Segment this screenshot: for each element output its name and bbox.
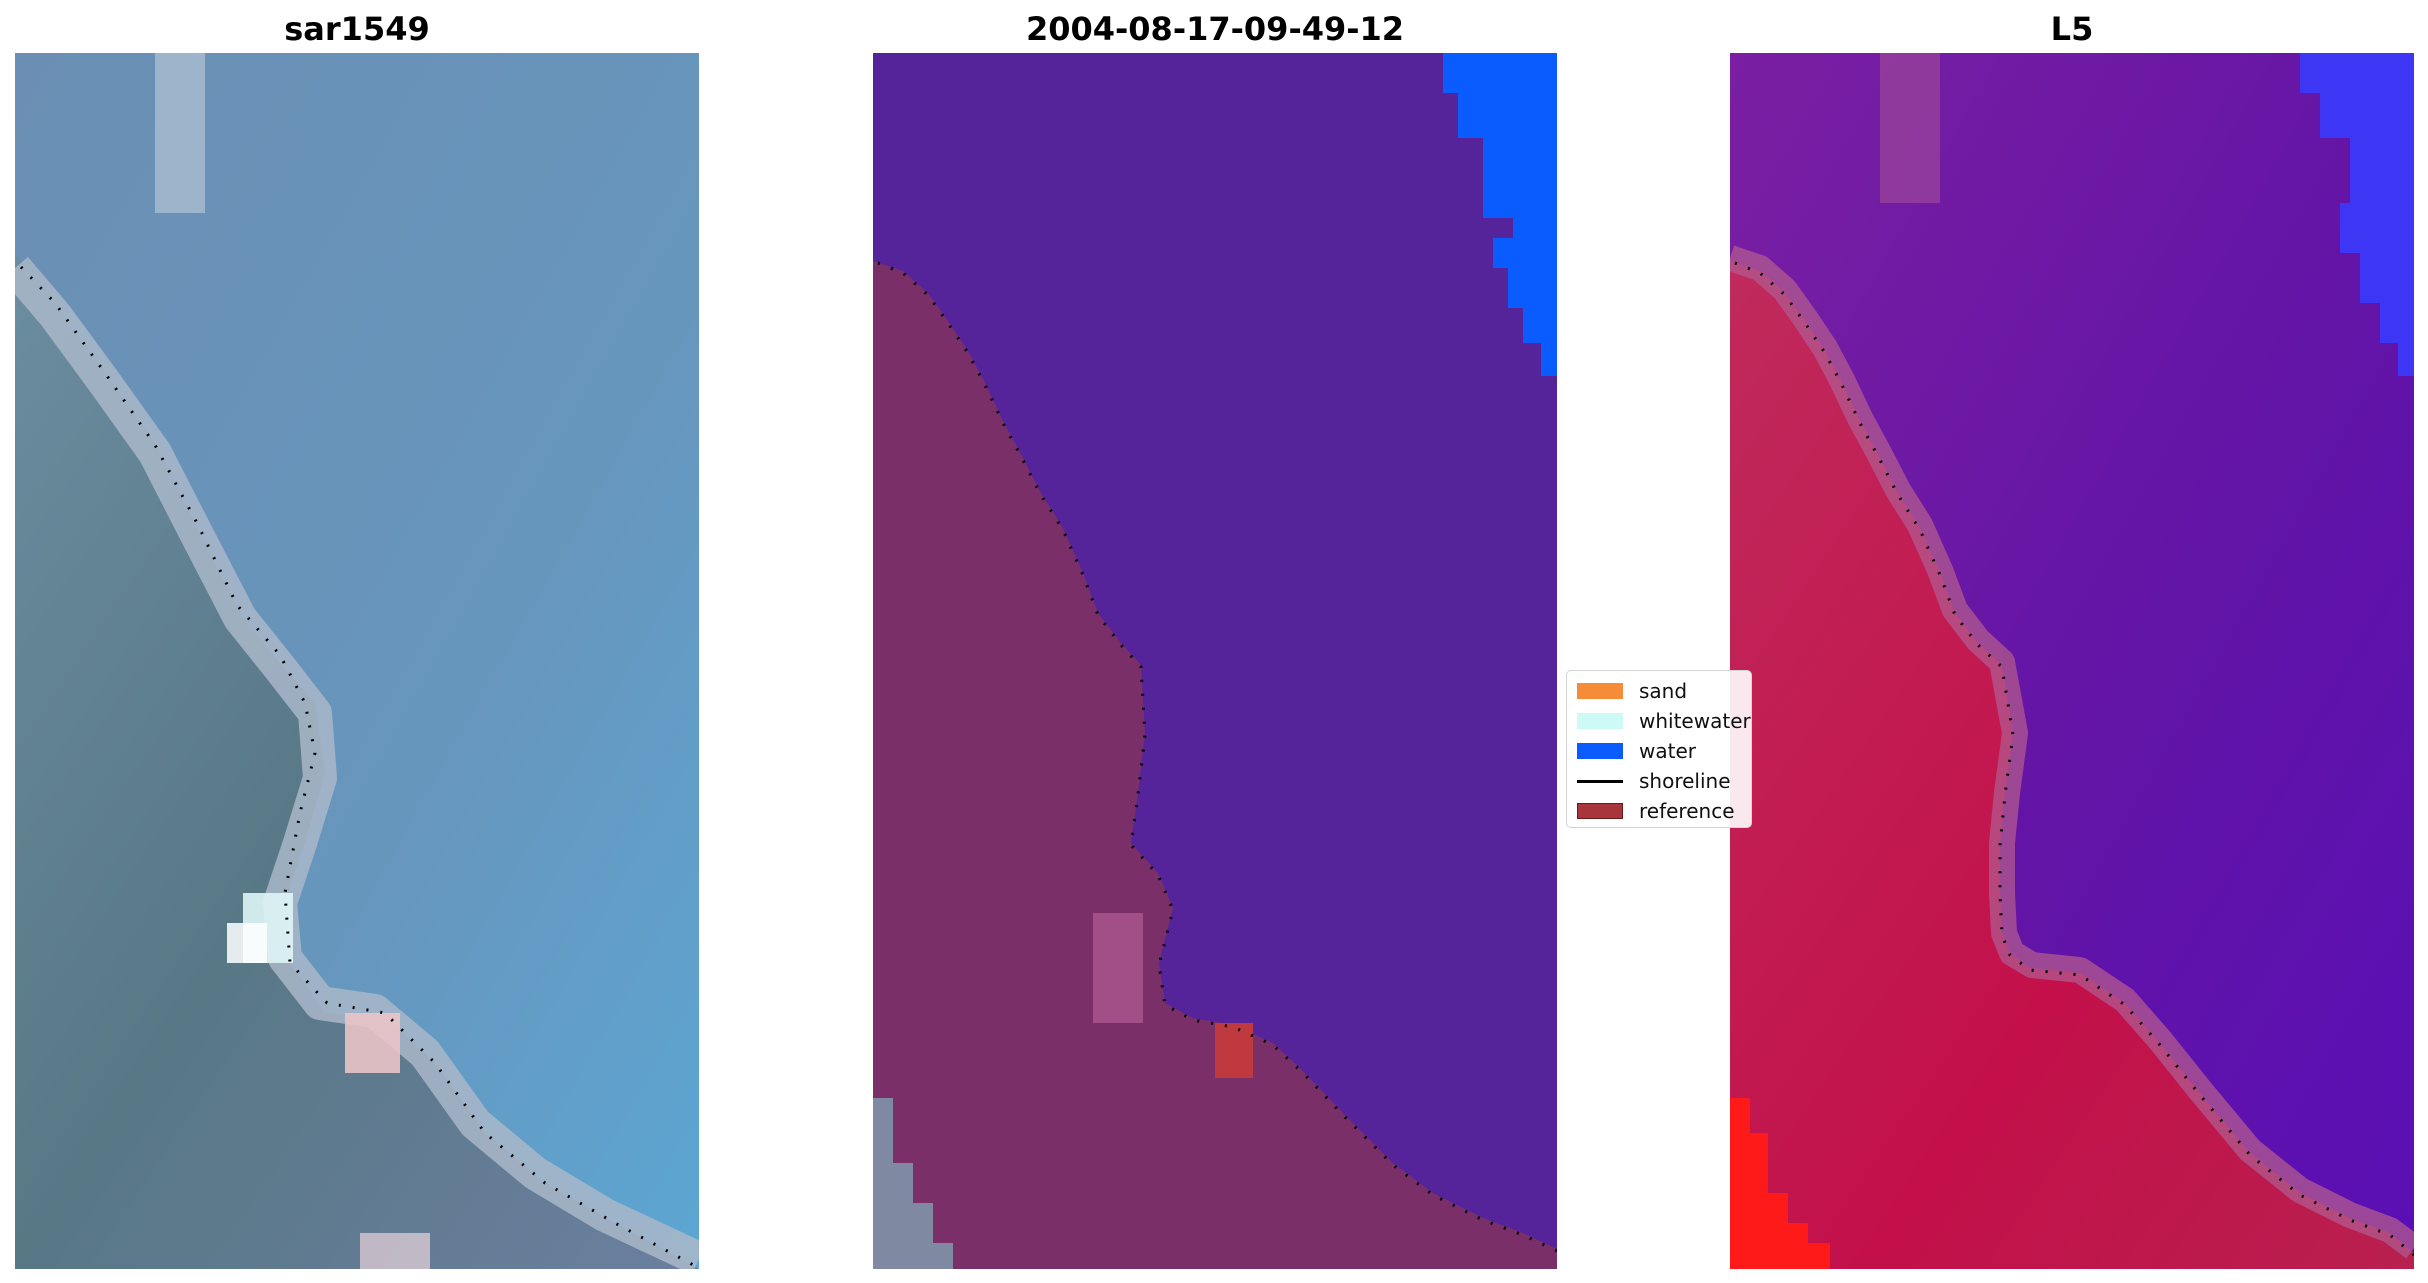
rgb-image-panel: [15, 53, 699, 1269]
panel-title-classified: 2004-08-17-09-49-12: [1025, 10, 1405, 48]
legend-swatch-sand: [1577, 683, 1623, 699]
classified-reference-patch: [1215, 1023, 1253, 1078]
classified-grey-corner: [873, 1098, 953, 1269]
classified-image-panel: [873, 53, 1557, 1269]
legend-line-shoreline: [1577, 779, 1623, 783]
legend-swatch-water: [1577, 743, 1623, 759]
legend-item-whitewater: whitewater: [1577, 706, 1751, 736]
legend-label-sand: sand: [1639, 679, 1688, 703]
rgb-pink-patch: [345, 1013, 400, 1073]
legend-label-shoreline: shoreline: [1639, 769, 1731, 793]
index-beach-strip: [1730, 245, 2414, 1259]
classified-land-highlight: [1093, 913, 1143, 1023]
index-pale-channel: [1880, 53, 1940, 203]
classified-open-water: [1443, 53, 1557, 376]
panel-title-rgb: sar1549: [284, 10, 430, 48]
index-image-panel: [1730, 53, 2414, 1269]
legend-swatch-whitewater: [1577, 713, 1623, 729]
legend: sand whitewater water shoreline referenc…: [1566, 670, 1752, 828]
legend-label-whitewater: whitewater: [1639, 709, 1751, 733]
rgb-pale-patch-bottom: [360, 1233, 430, 1269]
classified-image: [873, 53, 1557, 1269]
legend-item-shoreline: shoreline: [1577, 766, 1731, 796]
rgb-pale-channel: [155, 53, 205, 213]
index-red-corner: [1730, 1098, 1830, 1269]
legend-label-reference: reference: [1639, 799, 1735, 823]
legend-swatch-reference: [1577, 803, 1623, 819]
rgb-beach-strip: [15, 256, 699, 1269]
rgb-image: [15, 53, 699, 1269]
legend-item-reference: reference: [1577, 796, 1735, 826]
rgb-bright-patch-2: [227, 923, 267, 963]
index-blue-area: [2300, 53, 2414, 376]
panel-title-index: L5: [2050, 10, 2094, 48]
legend-item-water: water: [1577, 736, 1696, 766]
classified-land-area: [873, 261, 1557, 1269]
legend-item-sand: sand: [1577, 676, 1687, 706]
index-image: [1730, 53, 2414, 1269]
legend-label-water: water: [1639, 739, 1696, 763]
